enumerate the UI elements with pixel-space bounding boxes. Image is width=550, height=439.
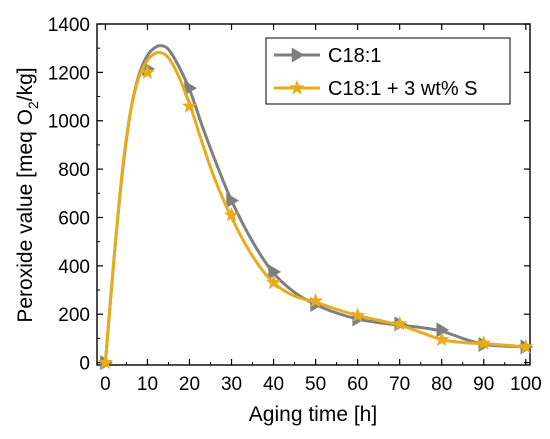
y-tick-label-800: 800 bbox=[58, 160, 90, 181]
data-point-marker bbox=[350, 307, 366, 322]
x-tick-label-90: 90 bbox=[473, 374, 494, 395]
legend-label-c18-1: C18:1 bbox=[328, 45, 381, 67]
data-point-marker bbox=[184, 80, 197, 96]
legend-marker-c18-1 bbox=[291, 47, 305, 63]
axis-ticks: 0 10 20 30 40 50 60 70 80 90 100020040060080010001… bbox=[48, 15, 542, 395]
legend-label-c18-1-s: C18:1 + 3 wt% S bbox=[328, 78, 478, 100]
data-point-marker bbox=[226, 193, 240, 209]
y-tick-label-400: 400 bbox=[58, 257, 90, 278]
x-tick-label-50: 50 bbox=[305, 374, 326, 395]
data-point-marker bbox=[268, 264, 282, 280]
series-layer bbox=[97, 44, 534, 371]
legend-star-icon bbox=[289, 80, 305, 95]
x-tick-label-10: 10 bbox=[137, 374, 158, 395]
legend-triangle-icon bbox=[291, 47, 305, 63]
data-point-marker bbox=[434, 331, 450, 347]
x-tick-label-70: 70 bbox=[389, 374, 410, 395]
y-tick-label-1400: 1400 bbox=[48, 15, 90, 36]
y-axis-title-unit: /kg] bbox=[14, 67, 37, 101]
y-tick-label-600: 600 bbox=[58, 208, 90, 229]
x-tick-label-30: 30 bbox=[221, 374, 242, 395]
data-point-marker bbox=[139, 64, 156, 79]
data-point-marker bbox=[436, 322, 450, 338]
data-point-marker bbox=[97, 354, 114, 370]
y-axis-title: Peroxide value [meq O2/kg] bbox=[14, 67, 41, 322]
data-point-marker bbox=[476, 335, 492, 350]
x-tick-label-40: 40 bbox=[263, 374, 284, 395]
plot-frame bbox=[96, 23, 531, 366]
y-tick-label-0: 0 bbox=[79, 354, 90, 375]
x-tick-label-60: 60 bbox=[347, 374, 368, 395]
data-point-marker bbox=[392, 315, 408, 331]
series-line-1 bbox=[103, 50, 526, 363]
y-tick-label-200: 200 bbox=[58, 305, 90, 326]
series-1 bbox=[97, 50, 534, 370]
x-axis-title: Aging time [h] bbox=[249, 403, 377, 426]
y-tick-label-1200: 1200 bbox=[48, 63, 90, 84]
y-tick-label-1000: 1000 bbox=[48, 112, 90, 133]
data-point-marker bbox=[223, 207, 240, 222]
x-tick-label-20: 20 bbox=[179, 374, 200, 395]
data-point-marker bbox=[307, 292, 324, 308]
legend-box bbox=[265, 37, 511, 105]
x-tick-label-80: 80 bbox=[431, 374, 452, 395]
data-point-marker bbox=[518, 338, 534, 354]
legend: C18:1 C18:1 + 3 wt% S bbox=[265, 37, 511, 105]
data-point-marker bbox=[265, 274, 282, 290]
data-point-marker bbox=[181, 98, 198, 113]
x-tick-label-0: 0 bbox=[100, 374, 111, 395]
y-axis-title-main: Peroxide value [meq O bbox=[14, 109, 37, 323]
legend-marker-c18-1-s bbox=[289, 80, 305, 95]
x-tick-label-100: 100 bbox=[510, 374, 542, 395]
y-axis-title-sub: 2 bbox=[25, 101, 41, 109]
